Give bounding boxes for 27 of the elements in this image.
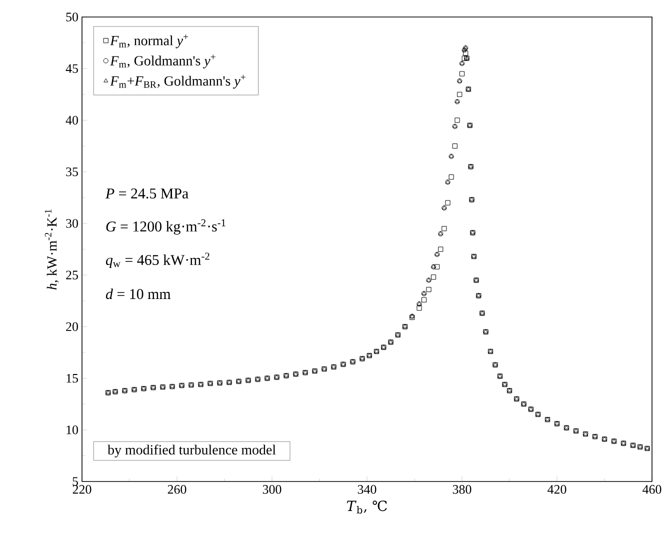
y-tick-label: 30 [66,219,78,228]
y-tick-label: 15 [66,374,78,383]
x-tick-label: 260 [168,485,186,494]
y-tick-label: 5 [72,477,78,486]
legend-label: F$_{m}$, Goldmann's y$^{+}$ [110,54,216,68]
x-tick-label: 220 [72,485,92,494]
x-tick-label: 300 [262,485,282,494]
x-tick-label: 380 [452,485,472,494]
y-tick-label: 35 [66,167,78,176]
annotation: by modified turbulence model [108,444,276,458]
x-axis-title: T$_{b}$, ℃ [346,500,387,514]
y-tick-label: 20 [66,322,78,332]
legend-label: F$_{m}$, normal y$^{+}$ [110,34,188,48]
y-tick-label: 45 [66,64,78,73]
x-tick-label: 340 [358,485,376,494]
y-tick-label: 25 [66,270,78,280]
annotation: d = 10 mm [106,288,171,300]
legend-label: F$_{m}$+F$_{BR}$, Goldmann's y$^{+}$ [110,74,246,89]
x-tick-label: 460 [642,485,662,494]
annotation: G = 1200 kg·m$^{-2}$·s$^{-1}$ [106,219,226,235]
y-tick-label: 50 [66,12,78,22]
y-tick-label: 40 [66,116,78,125]
annotation: q$_{w}$ = 465 kW·m$^{-2}$ [106,252,210,268]
x-tick-label: 420 [548,485,566,494]
annotation: P = 24.5 MPa [105,188,188,199]
y-tick-label: 10 [66,426,78,434]
y-axis-title: h, kW·m$^{-2}$·K$^{-1}$ [44,210,59,290]
